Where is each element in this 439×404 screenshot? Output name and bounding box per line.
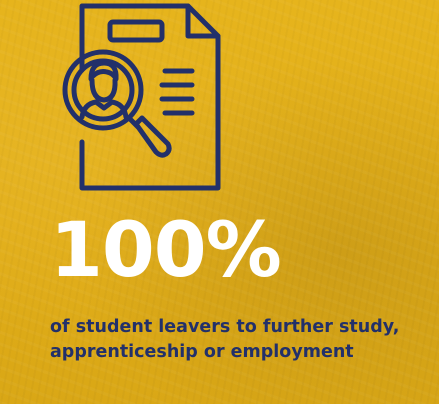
document-search-person-icon <box>62 3 221 191</box>
statistic-caption: of student leavers to further study, app… <box>50 317 400 362</box>
statistic-value: 100% <box>50 205 282 294</box>
